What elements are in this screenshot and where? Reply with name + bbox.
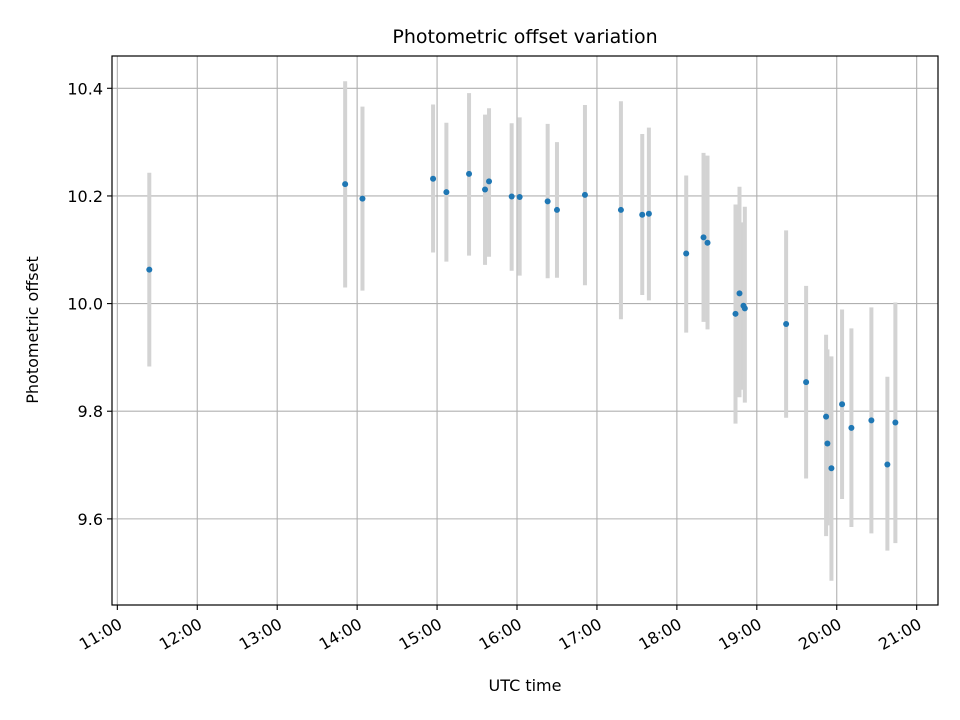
- data-point: [839, 401, 846, 408]
- y-tick-label: 9.6: [78, 510, 103, 529]
- y-axis-ticks: 9.6 9.8 10.0 10.2 10.4: [67, 79, 112, 529]
- data-point: [342, 181, 349, 188]
- data-point: [704, 239, 711, 246]
- data-point: [359, 195, 366, 202]
- plot-area-frame: [111, 55, 939, 606]
- data-point: [823, 413, 830, 420]
- grid-lines: [112, 56, 938, 605]
- data-points: [146, 170, 899, 472]
- data-point: [828, 465, 835, 472]
- data-point: [683, 250, 690, 257]
- data-point: [516, 194, 523, 201]
- y-tick-label: 9.8: [78, 402, 103, 421]
- data-point: [884, 461, 891, 468]
- data-point: [803, 379, 810, 386]
- data-point: [700, 234, 707, 241]
- data-point: [741, 305, 748, 312]
- data-point: [508, 193, 515, 200]
- data-point: [848, 424, 855, 431]
- chart-title: Photometric offset variation: [392, 26, 657, 48]
- data-point: [736, 290, 743, 297]
- data-point: [146, 266, 153, 273]
- data-point: [732, 310, 739, 317]
- data-point: [868, 417, 875, 424]
- data-point: [466, 170, 473, 177]
- data-point: [581, 191, 588, 198]
- data-point: [544, 198, 551, 205]
- data-point: [783, 321, 790, 328]
- data-point: [430, 175, 437, 182]
- data-point: [892, 419, 899, 426]
- data-point: [639, 211, 646, 218]
- y-tick-label: 10.0: [67, 295, 103, 314]
- y-tick-label: 10.4: [67, 79, 103, 98]
- data-point: [617, 206, 624, 213]
- data-point: [482, 186, 489, 193]
- data-point: [645, 210, 652, 217]
- data-point: [443, 189, 450, 196]
- y-axis-label: Photometric offset: [23, 256, 42, 404]
- data-point: [824, 440, 831, 447]
- data-point: [486, 178, 493, 185]
- data-point: [553, 206, 560, 213]
- x-axis-label: UTC time: [489, 676, 562, 695]
- y-tick-label: 10.2: [67, 187, 103, 206]
